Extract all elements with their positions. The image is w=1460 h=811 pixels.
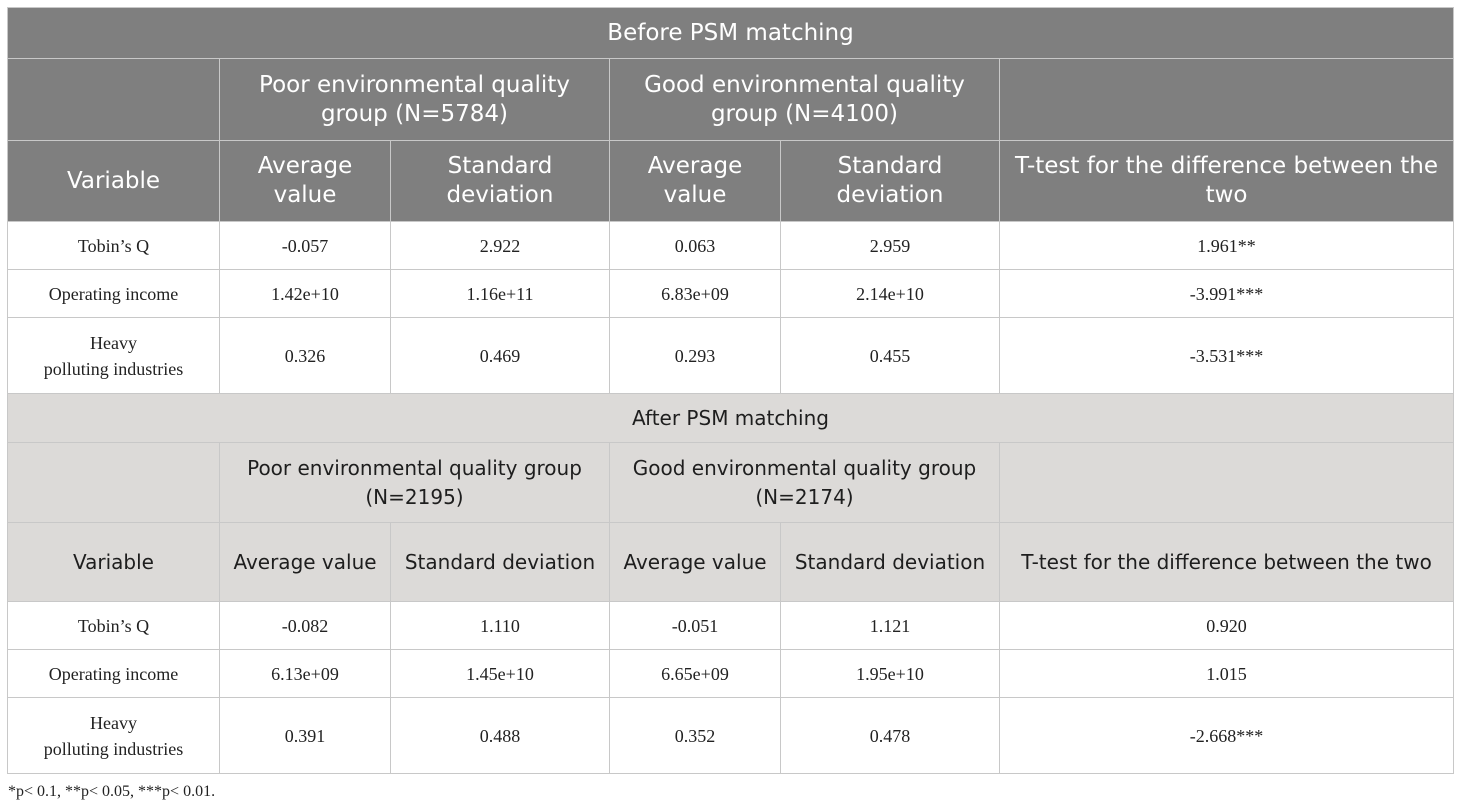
good-average: 6.65e+09: [609, 649, 781, 698]
after-section-title: After PSM matching: [6, 393, 1455, 443]
before-column-row: Variable Average value Standard deviation A…: [7, 140, 1455, 222]
ttest-header: T-test for the difference between the tw…: [998, 140, 1455, 222]
empty-header-cell: [998, 58, 1455, 141]
average-value-header: Average value: [219, 140, 391, 222]
good-average: 6.83e+09: [609, 269, 781, 318]
good-group-header: Good environmental quality group (N=4100…: [609, 58, 1000, 141]
after-column-row: Variable Average value Standard deviation A…: [7, 522, 1455, 602]
empty-header-cell: [7, 58, 220, 141]
poor-average: -0.082: [219, 601, 391, 650]
good-group-header: Good environmental quality group (N=2174…: [609, 442, 1000, 523]
ttest-value: -3.991***: [998, 269, 1455, 318]
average-value-header: Average value: [609, 140, 781, 222]
poor-std: 1.16e+11: [390, 269, 610, 318]
before-title-row: Before PSM matching: [6, 7, 1455, 59]
poor-group-header: Poor environmental quality group (N=2195…: [219, 442, 610, 523]
good-average: -0.051: [609, 601, 781, 650]
average-value-header: Average value: [219, 522, 391, 602]
good-std: 2.959: [780, 221, 1000, 270]
good-average: 0.352: [609, 697, 781, 774]
before-group-row: Poor environmental quality group (N=5784…: [7, 58, 1455, 141]
variable-name: Tobin’s Q: [7, 601, 220, 650]
table-row: Heavy polluting industries 0.391 0.488 0.35…: [7, 697, 1455, 774]
after-title-row: After PSM matching: [6, 393, 1455, 443]
standard-deviation-header: Standard deviation: [390, 140, 610, 222]
poor-average: 1.42e+10: [219, 269, 391, 318]
empty-header-cell: [998, 442, 1455, 523]
poor-std: 1.45e+10: [390, 649, 610, 698]
variable-name: Heavy polluting industries: [7, 697, 220, 774]
ttest-value: 1.015: [998, 649, 1455, 698]
poor-average: 0.326: [219, 317, 391, 394]
table-row: Tobin’s Q -0.082 1.110 -0.051 1.121 0.920: [7, 601, 1455, 650]
poor-average: -0.057: [219, 221, 391, 270]
good-std: 0.455: [780, 317, 1000, 394]
table-row: Operating income 6.13e+09 1.45e+10 6.65e+09…: [7, 649, 1455, 698]
good-std: 0.478: [780, 697, 1000, 774]
table-row: Heavy polluting industries 0.326 0.469 0.29…: [7, 317, 1455, 394]
table-row: Tobin’s Q -0.057 2.922 0.063 2.959 1.961**: [7, 221, 1455, 270]
ttest-value: -2.668***: [998, 697, 1455, 774]
standard-deviation-header: Standard deviation: [390, 522, 610, 602]
good-std: 1.121: [780, 601, 1000, 650]
empty-header-cell: [7, 442, 220, 523]
poor-average: 0.391: [219, 697, 391, 774]
ttest-value: 1.961**: [998, 221, 1455, 270]
poor-group-header: Poor environmental quality group (N=5784…: [219, 58, 610, 141]
standard-deviation-header: Standard deviation: [780, 140, 1000, 222]
good-std: 1.95e+10: [780, 649, 1000, 698]
variable-name: Operating income: [7, 269, 220, 318]
standard-deviation-header: Standard deviation: [780, 522, 1000, 602]
table-row: Operating income 1.42e+10 1.16e+11 6.83e+09…: [7, 269, 1455, 318]
poor-average: 6.13e+09: [219, 649, 391, 698]
variable-name: Heavy polluting industries: [7, 317, 220, 394]
poor-std: 2.922: [390, 221, 610, 270]
poor-std: 1.110: [390, 601, 610, 650]
variable-name: Operating income: [7, 649, 220, 698]
good-average: 0.063: [609, 221, 781, 270]
average-value-header: Average value: [609, 522, 781, 602]
variable-name: Tobin’s Q: [7, 221, 220, 270]
variable-header: Variable: [7, 140, 220, 222]
good-average: 0.293: [609, 317, 781, 394]
footnote: *p< 0.1, **p< 0.05, ***p< 0.01.: [8, 783, 216, 800]
poor-std: 0.488: [390, 697, 610, 774]
ttest-header: T-test for the difference between the tw…: [998, 522, 1455, 602]
psm-results-table: Before PSM matching Poor environmental qu…: [6, 7, 1455, 774]
ttest-value: 0.920: [998, 601, 1455, 650]
table-body: Before PSM matching Poor environmental qu…: [6, 7, 1455, 774]
after-group-row: Poor environmental quality group (N=2195…: [7, 442, 1455, 523]
good-std: 2.14e+10: [780, 269, 1000, 318]
ttest-value: -3.531***: [998, 317, 1455, 394]
poor-std: 0.469: [390, 317, 610, 394]
before-section-title: Before PSM matching: [6, 7, 1455, 59]
variable-header: Variable: [7, 522, 220, 602]
